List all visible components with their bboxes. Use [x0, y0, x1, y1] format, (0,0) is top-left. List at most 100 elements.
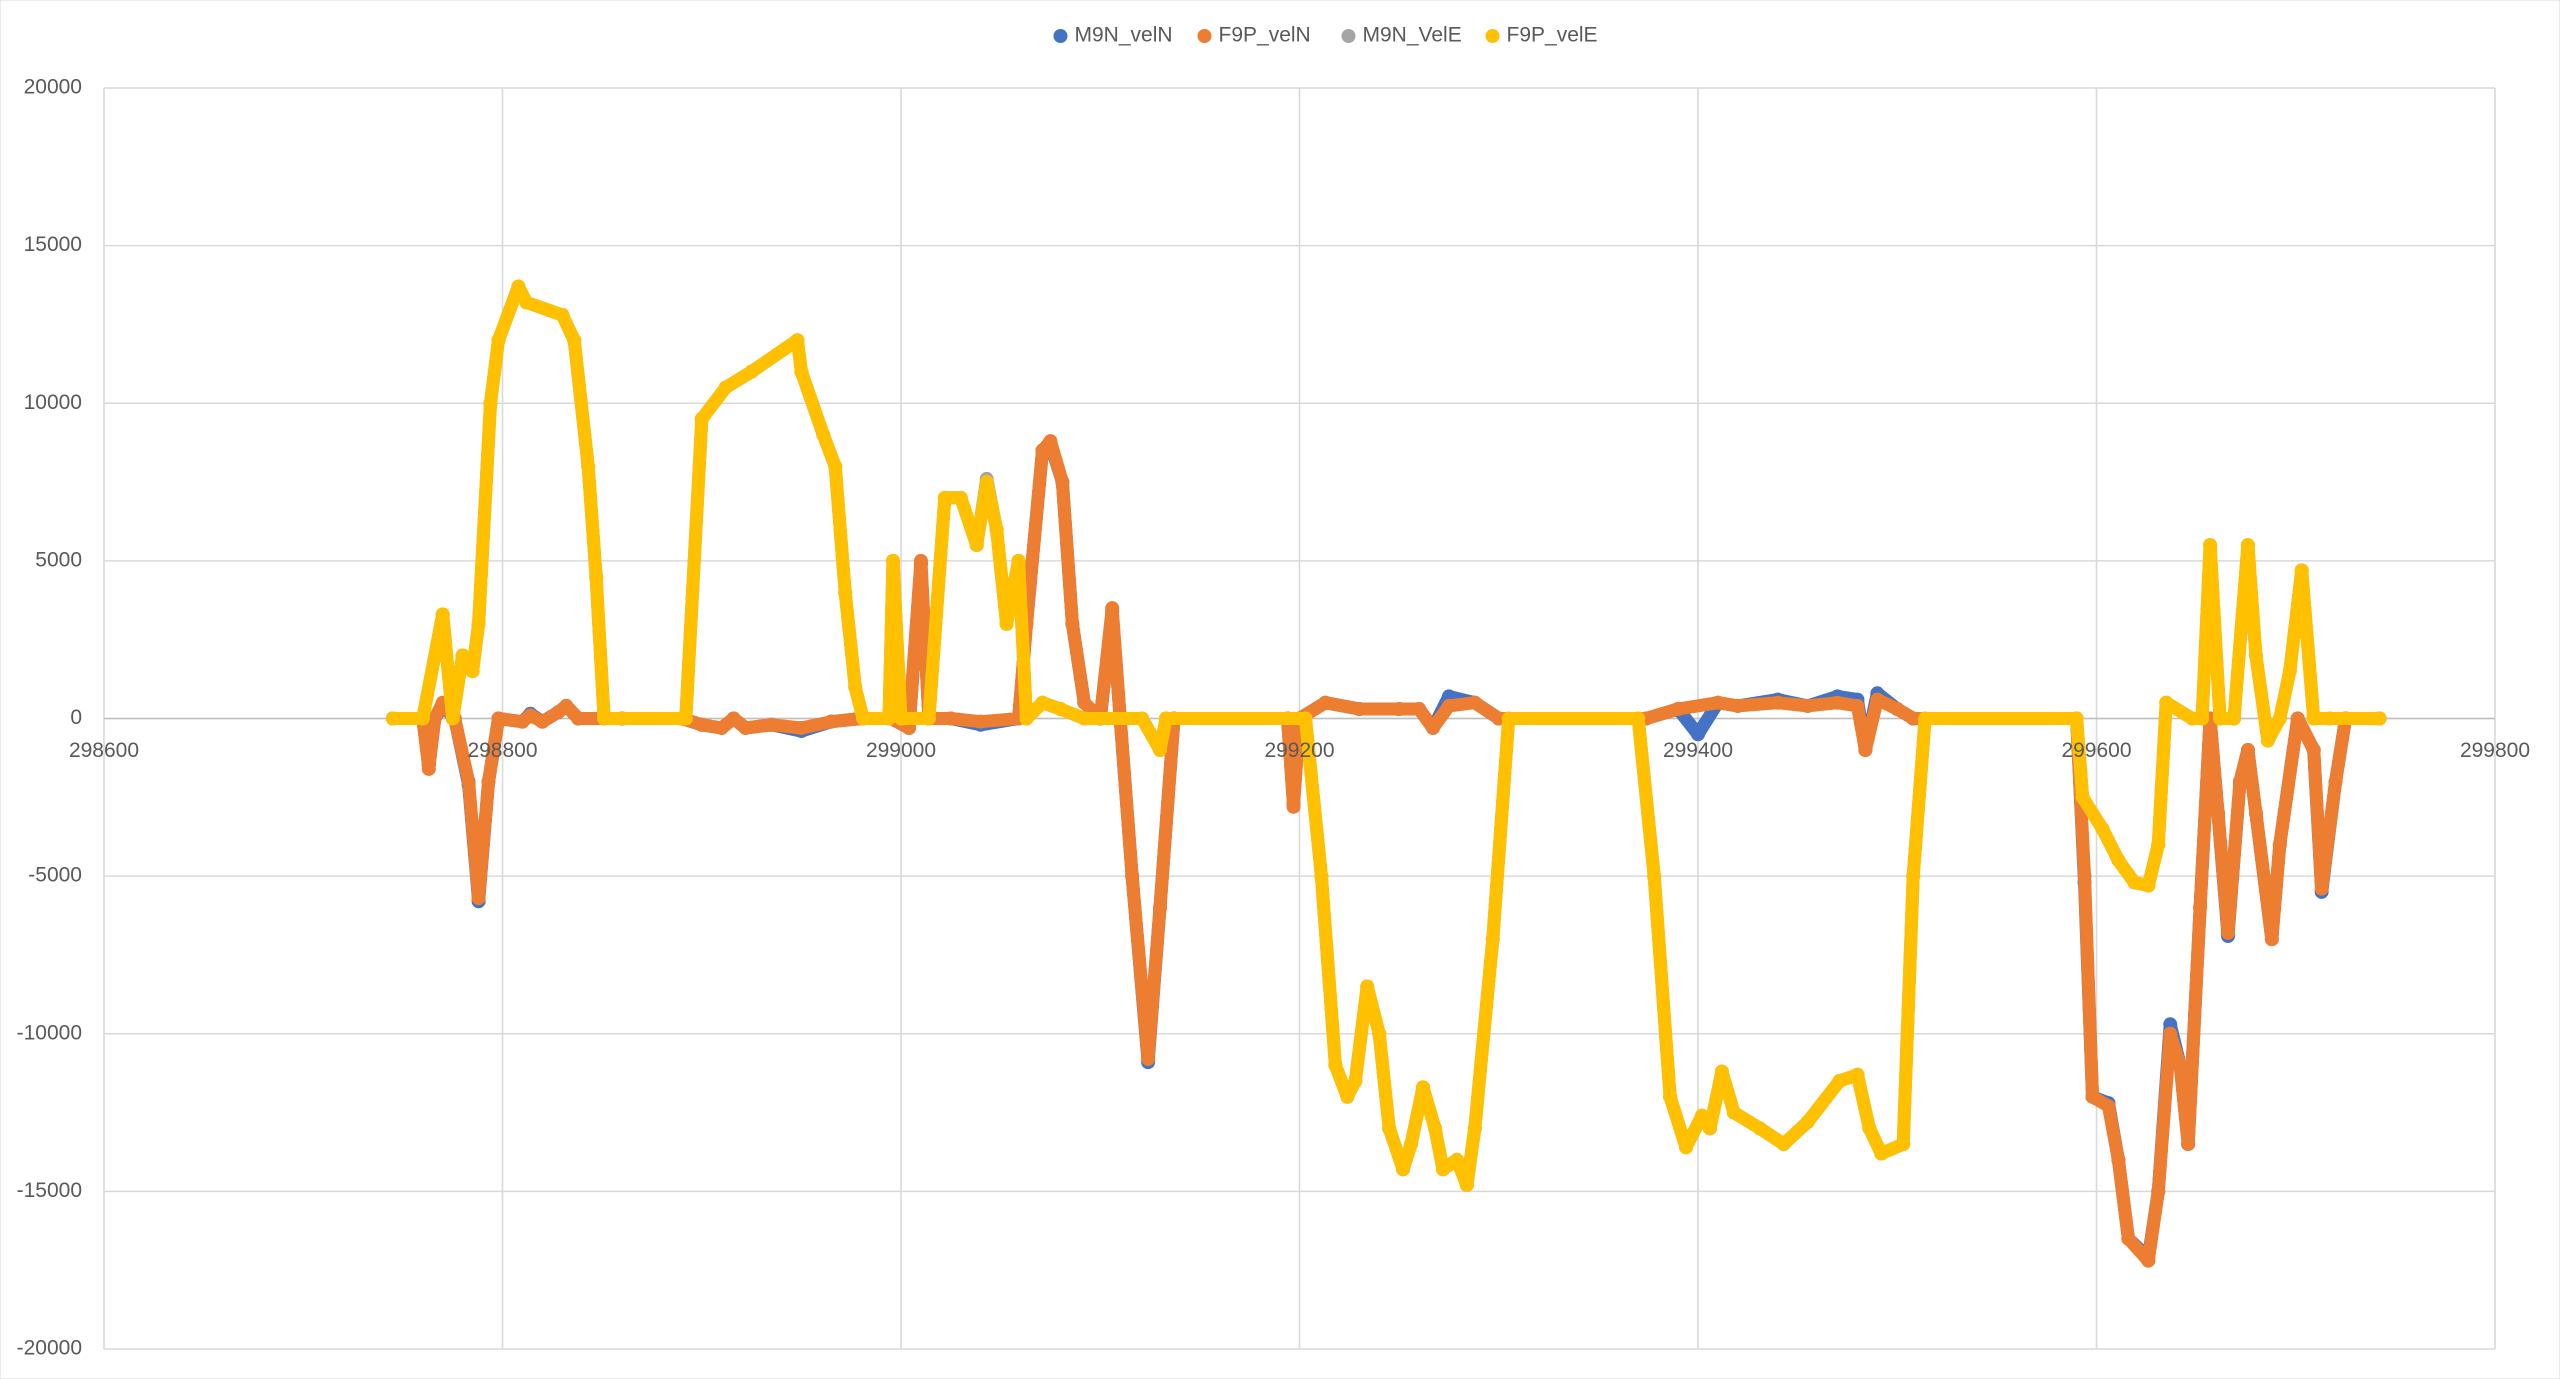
point — [1647, 869, 1662, 884]
point — [1694, 1108, 1709, 1123]
point — [726, 711, 741, 726]
point — [559, 698, 574, 713]
point — [2226, 711, 2241, 726]
x-tick-label: 298600 — [69, 739, 139, 762]
point — [738, 720, 753, 735]
point — [1404, 1137, 1419, 1152]
point — [1153, 743, 1168, 758]
point — [2101, 1099, 2116, 1114]
point — [2121, 1231, 2136, 1246]
point — [1800, 698, 1815, 713]
point — [2213, 711, 2228, 726]
point — [2211, 806, 2226, 821]
legend-marker — [1485, 29, 1500, 43]
point — [1850, 698, 1865, 713]
point — [718, 380, 733, 395]
point — [1153, 900, 1168, 915]
point — [2141, 1253, 2156, 1268]
point — [1141, 1051, 1156, 1066]
point — [2294, 563, 2309, 578]
point — [1830, 695, 1845, 710]
point — [838, 585, 853, 600]
legend-label: F9P_velN — [1219, 24, 1311, 47]
x-tick-label: 299600 — [2061, 739, 2131, 762]
point — [2232, 774, 2247, 789]
point — [764, 717, 779, 732]
point — [1077, 695, 1092, 710]
point — [461, 774, 476, 789]
point — [816, 427, 831, 442]
point — [979, 475, 994, 490]
point — [491, 711, 506, 726]
point — [1800, 1115, 1815, 1130]
point — [2185, 711, 2200, 726]
x-tick-label: 299000 — [866, 739, 936, 762]
point — [1019, 711, 1034, 726]
point — [969, 538, 984, 553]
legend-marker — [1341, 29, 1356, 43]
point — [2111, 1152, 2126, 1167]
point — [1340, 1089, 1355, 1104]
point — [1011, 553, 1026, 568]
point — [2141, 878, 2156, 893]
point — [953, 490, 968, 505]
point — [1135, 711, 1150, 726]
point — [2240, 743, 2255, 758]
point — [1501, 711, 1516, 726]
point — [1372, 1026, 1387, 1041]
y-tick-label: -10000 — [17, 1021, 82, 1044]
y-tick-label: 0 — [70, 706, 82, 729]
point — [2221, 925, 2236, 940]
point — [421, 761, 436, 776]
point — [385, 711, 400, 726]
point — [1631, 711, 1646, 726]
point — [1425, 720, 1440, 735]
point — [1858, 743, 1873, 758]
point — [1906, 711, 1921, 726]
point — [856, 711, 871, 726]
point — [567, 333, 582, 348]
point — [2272, 837, 2287, 852]
point — [999, 616, 1014, 631]
point — [1125, 869, 1140, 884]
point — [1449, 1152, 1464, 1167]
y-tick-label: -15000 — [17, 1179, 82, 1202]
point — [455, 648, 470, 663]
point — [989, 522, 1004, 537]
point — [1467, 695, 1482, 710]
point — [1918, 711, 1933, 726]
point — [943, 711, 958, 726]
x-tick-label: 299400 — [1663, 739, 1733, 762]
point — [435, 607, 450, 622]
point — [1890, 702, 1905, 717]
point — [1427, 1121, 1442, 1136]
point — [1360, 979, 1375, 994]
point — [2264, 932, 2279, 947]
legend-marker — [1053, 29, 1068, 43]
point — [921, 711, 936, 726]
point — [2372, 711, 2387, 726]
point — [1714, 1064, 1729, 1079]
point — [491, 333, 506, 348]
point — [678, 711, 693, 726]
y-tick-label: -20000 — [17, 1337, 82, 1360]
point — [2173, 1058, 2188, 1073]
point — [2069, 711, 2084, 726]
point — [1726, 1105, 1741, 1120]
point — [1412, 702, 1427, 717]
point — [519, 295, 534, 310]
axis-labels: -20000 -15000 -10000 -5000 0 5000 10000 15000 20… — [17, 76, 2530, 1360]
point — [2075, 790, 2090, 805]
point — [1314, 869, 1329, 884]
point — [2203, 538, 2218, 553]
y-tick-label: 20000 — [24, 76, 82, 99]
point — [1043, 434, 1058, 449]
point — [471, 616, 486, 631]
point — [1328, 1058, 1343, 1073]
point — [1485, 932, 1500, 947]
y-tick-label: 15000 — [24, 233, 82, 256]
point — [1663, 1089, 1678, 1104]
point — [1862, 1121, 1877, 1136]
